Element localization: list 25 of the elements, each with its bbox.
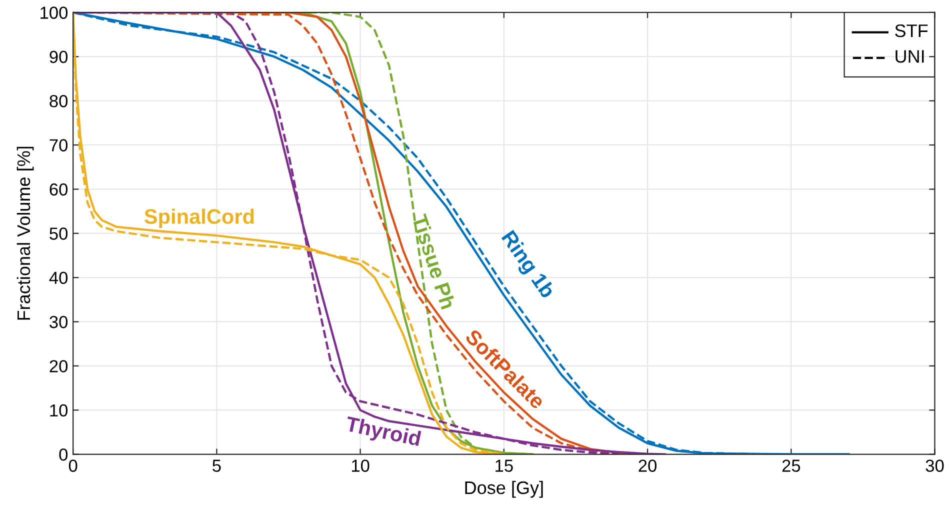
annotation: STF bbox=[895, 24, 928, 38]
text: Thyroid bbox=[344, 416, 422, 450]
y-tick-label: 60 bbox=[50, 183, 68, 196]
x-axis-title: Dose [Gy] bbox=[465, 480, 543, 498]
y-tick-label: 10 bbox=[50, 404, 68, 417]
y-tick-label: 30 bbox=[50, 316, 68, 328]
y-tick-label: 100 bbox=[40, 6, 68, 19]
x-tick-label: 30 bbox=[926, 460, 944, 472]
y-tick-label: 20 bbox=[50, 360, 68, 372]
x-tick-label: 0 bbox=[68, 460, 78, 472]
y-tick-label: 0 bbox=[59, 448, 68, 461]
x-tick-label: 10 bbox=[352, 460, 370, 472]
x-tick-label: 20 bbox=[638, 460, 657, 472]
y-tick-label: 40 bbox=[49, 272, 68, 284]
x-tick-label: 15 bbox=[496, 460, 513, 472]
y-axis-title: Fractional Volume [%] bbox=[16, 146, 34, 320]
text: Tissue Ph bbox=[412, 213, 456, 310]
annotation: UNI bbox=[896, 50, 924, 63]
series-label: SpinalCord bbox=[144, 208, 254, 228]
y-tick-label: 50 bbox=[50, 228, 68, 240]
x-tick-label: 5 bbox=[212, 460, 221, 472]
x-tick-label: 25 bbox=[782, 460, 800, 472]
y-tick-label: 70 bbox=[50, 139, 68, 152]
y-tick-label: 90 bbox=[50, 50, 68, 64]
y-tick-label: 80 bbox=[50, 94, 68, 108]
